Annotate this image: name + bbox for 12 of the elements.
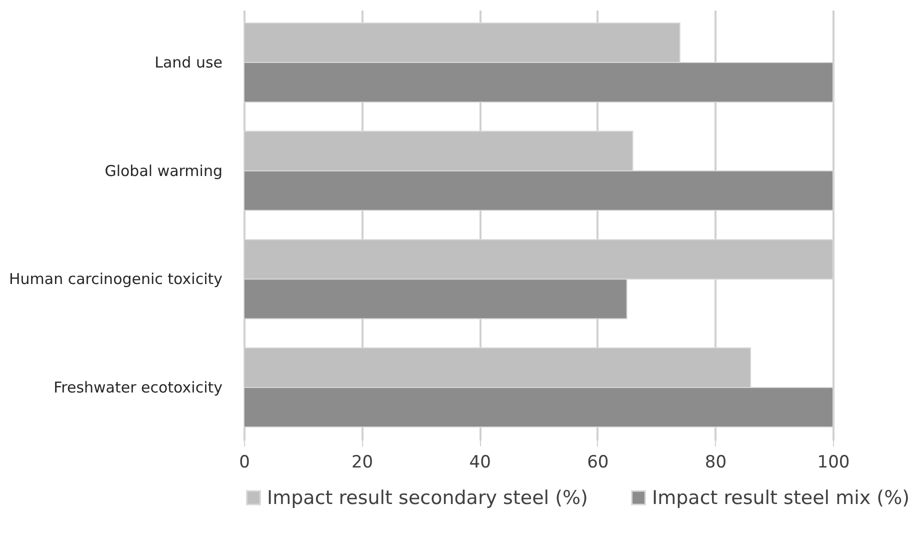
y-tick-label: Freshwater ecotoxicity [54,378,223,396]
y-tick-label: Global warming [104,162,222,180]
y-tick-label: Human carcinogenic toxicity [9,270,223,288]
x-tick-label: 20 [351,452,374,472]
x-tick-label: 80 [704,452,727,472]
legend-label: Impact result secondary steel (%) [267,486,588,509]
legend-label: Impact result steel mix (%) [652,486,910,509]
x-tick-label: 100 [817,452,850,472]
x-tick-label: 0 [239,452,250,472]
x-tick-label: 60 [587,452,609,472]
y-tick-label: Land use [154,54,222,72]
x-tick-label: 40 [469,452,491,472]
